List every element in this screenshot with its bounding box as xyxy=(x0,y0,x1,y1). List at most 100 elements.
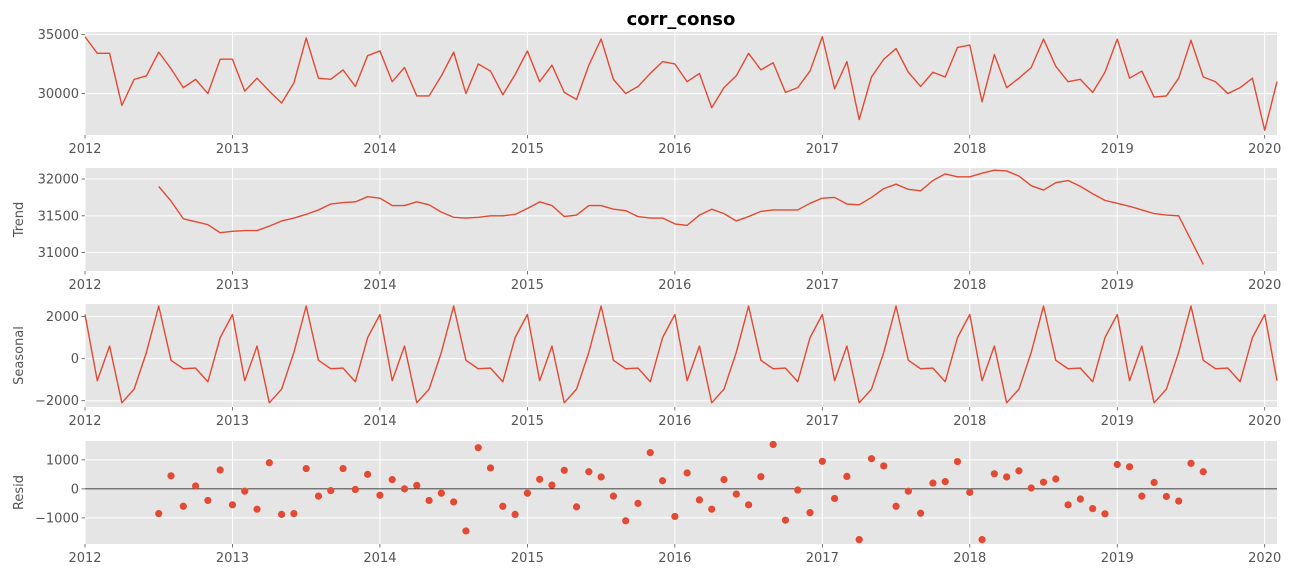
y-axis-label-trend: Trend xyxy=(12,202,27,239)
resid-point xyxy=(364,470,372,478)
resid-point xyxy=(437,489,445,497)
resid-point xyxy=(732,490,740,498)
x-tick-label: 2016 xyxy=(658,551,691,566)
resid-point xyxy=(1187,459,1195,467)
x-tick-label: 2012 xyxy=(68,414,101,429)
resid-point xyxy=(720,475,728,484)
resid-point xyxy=(450,498,458,506)
resid-point xyxy=(253,505,261,513)
resid-point xyxy=(265,459,273,467)
resid-point xyxy=(462,527,470,535)
x-tick-label: 2018 xyxy=(953,142,986,157)
y-tick-label: −1000 xyxy=(35,511,79,526)
x-tick-label: 2012 xyxy=(68,551,101,566)
resid-point xyxy=(1175,497,1183,505)
resid-point xyxy=(953,458,962,466)
resid-point xyxy=(536,475,544,483)
x-tick-label: 2015 xyxy=(511,278,544,293)
resid-point xyxy=(1039,478,1048,486)
resid-point xyxy=(1076,495,1084,503)
resid-point xyxy=(609,492,618,500)
resid-point xyxy=(658,477,667,485)
resid-point xyxy=(376,491,384,499)
resid-point xyxy=(855,536,863,544)
y-tick-label: 0 xyxy=(71,352,79,367)
resid-point xyxy=(1089,505,1097,513)
resid-point xyxy=(388,475,396,484)
resid-point xyxy=(769,440,777,449)
resid-point xyxy=(192,482,200,490)
x-tick-label: 2016 xyxy=(658,414,691,429)
resid-point xyxy=(929,479,937,487)
resid-point xyxy=(560,466,568,474)
resid-point xyxy=(1162,492,1170,501)
x-tick-label: 2014 xyxy=(363,142,396,157)
resid-point xyxy=(167,472,175,480)
resid-point xyxy=(781,516,790,524)
x-tick-label: 2020 xyxy=(1248,142,1281,157)
resid-point xyxy=(1150,478,1158,487)
x-tick-label: 2019 xyxy=(1101,551,1134,566)
y-tick-label: 30000 xyxy=(38,87,79,102)
panel-observed: 2012 2013 2014 2015 2016 2017 2018 2019 2020 3000… xyxy=(38,28,1282,157)
resid-point xyxy=(1064,501,1072,509)
resid-point xyxy=(892,502,900,510)
resid-point xyxy=(327,487,335,495)
resid-point xyxy=(843,472,851,480)
y-tick-label: −2000 xyxy=(35,394,79,409)
y-axis-label-seasonal: Seasonal xyxy=(12,326,27,385)
resid-point xyxy=(548,481,556,489)
x-tick-label: 2013 xyxy=(216,414,249,429)
series-line-observed xyxy=(84,36,1278,131)
y-tick-label: 35000 xyxy=(38,28,79,43)
x-tick-label: 2018 xyxy=(953,551,986,566)
y-tick-label: 0 xyxy=(71,482,79,497)
resid-point xyxy=(241,487,249,495)
resid-point xyxy=(486,464,495,472)
x-tick-label: 2020 xyxy=(1248,414,1281,429)
y-tick-label: 31000 xyxy=(38,246,79,261)
x-tick-label: 2018 xyxy=(953,414,986,429)
resid-point xyxy=(966,488,974,496)
x-tick-label: 2019 xyxy=(1101,278,1134,293)
x-tick-label: 2015 xyxy=(511,414,544,429)
chart-title: corr_conso xyxy=(627,9,736,30)
x-tick-label: 2018 xyxy=(953,278,986,293)
x-tick-label: 2017 xyxy=(806,142,839,157)
resid-point xyxy=(744,501,753,509)
panel-background xyxy=(85,304,1277,407)
resid-point xyxy=(1125,463,1134,471)
resid-point xyxy=(572,503,581,511)
resid-point xyxy=(941,478,949,486)
resid-point xyxy=(990,470,998,478)
x-tick-label: 2015 xyxy=(511,142,544,157)
x-tick-label: 2019 xyxy=(1101,414,1134,429)
resid-point xyxy=(179,502,187,510)
resid-point xyxy=(302,464,310,473)
resid-point xyxy=(597,473,605,481)
resid-point xyxy=(695,496,704,504)
x-tick-label: 2014 xyxy=(363,278,396,293)
panel-seasonal: 2012 2013 2014 2015 2016 2017 2018 2019 2020 −200… xyxy=(12,304,1281,429)
resid-point xyxy=(1113,460,1121,469)
x-tick-label: 2017 xyxy=(806,414,839,429)
x-tick-label: 2013 xyxy=(216,142,249,157)
resid-point xyxy=(683,469,691,477)
y-tick-label: 31500 xyxy=(38,209,79,224)
x-tick-label: 2013 xyxy=(216,551,249,566)
x-tick-label: 2017 xyxy=(806,551,839,566)
resid-point xyxy=(499,502,507,510)
resid-point xyxy=(757,473,765,481)
resid-point xyxy=(216,466,224,474)
x-tick-label: 2019 xyxy=(1101,142,1134,157)
panel-background xyxy=(85,168,1277,271)
x-tick-label: 2014 xyxy=(363,551,396,566)
series-line-trend xyxy=(158,169,1204,265)
resid-point xyxy=(818,457,826,465)
resid-point xyxy=(290,509,298,518)
resid-point xyxy=(228,501,237,509)
resid-point xyxy=(413,481,421,489)
y-axis-label-resid: Resid xyxy=(12,475,27,510)
x-tick-label: 2020 xyxy=(1248,278,1281,293)
series-line-seasonal xyxy=(84,305,1278,404)
